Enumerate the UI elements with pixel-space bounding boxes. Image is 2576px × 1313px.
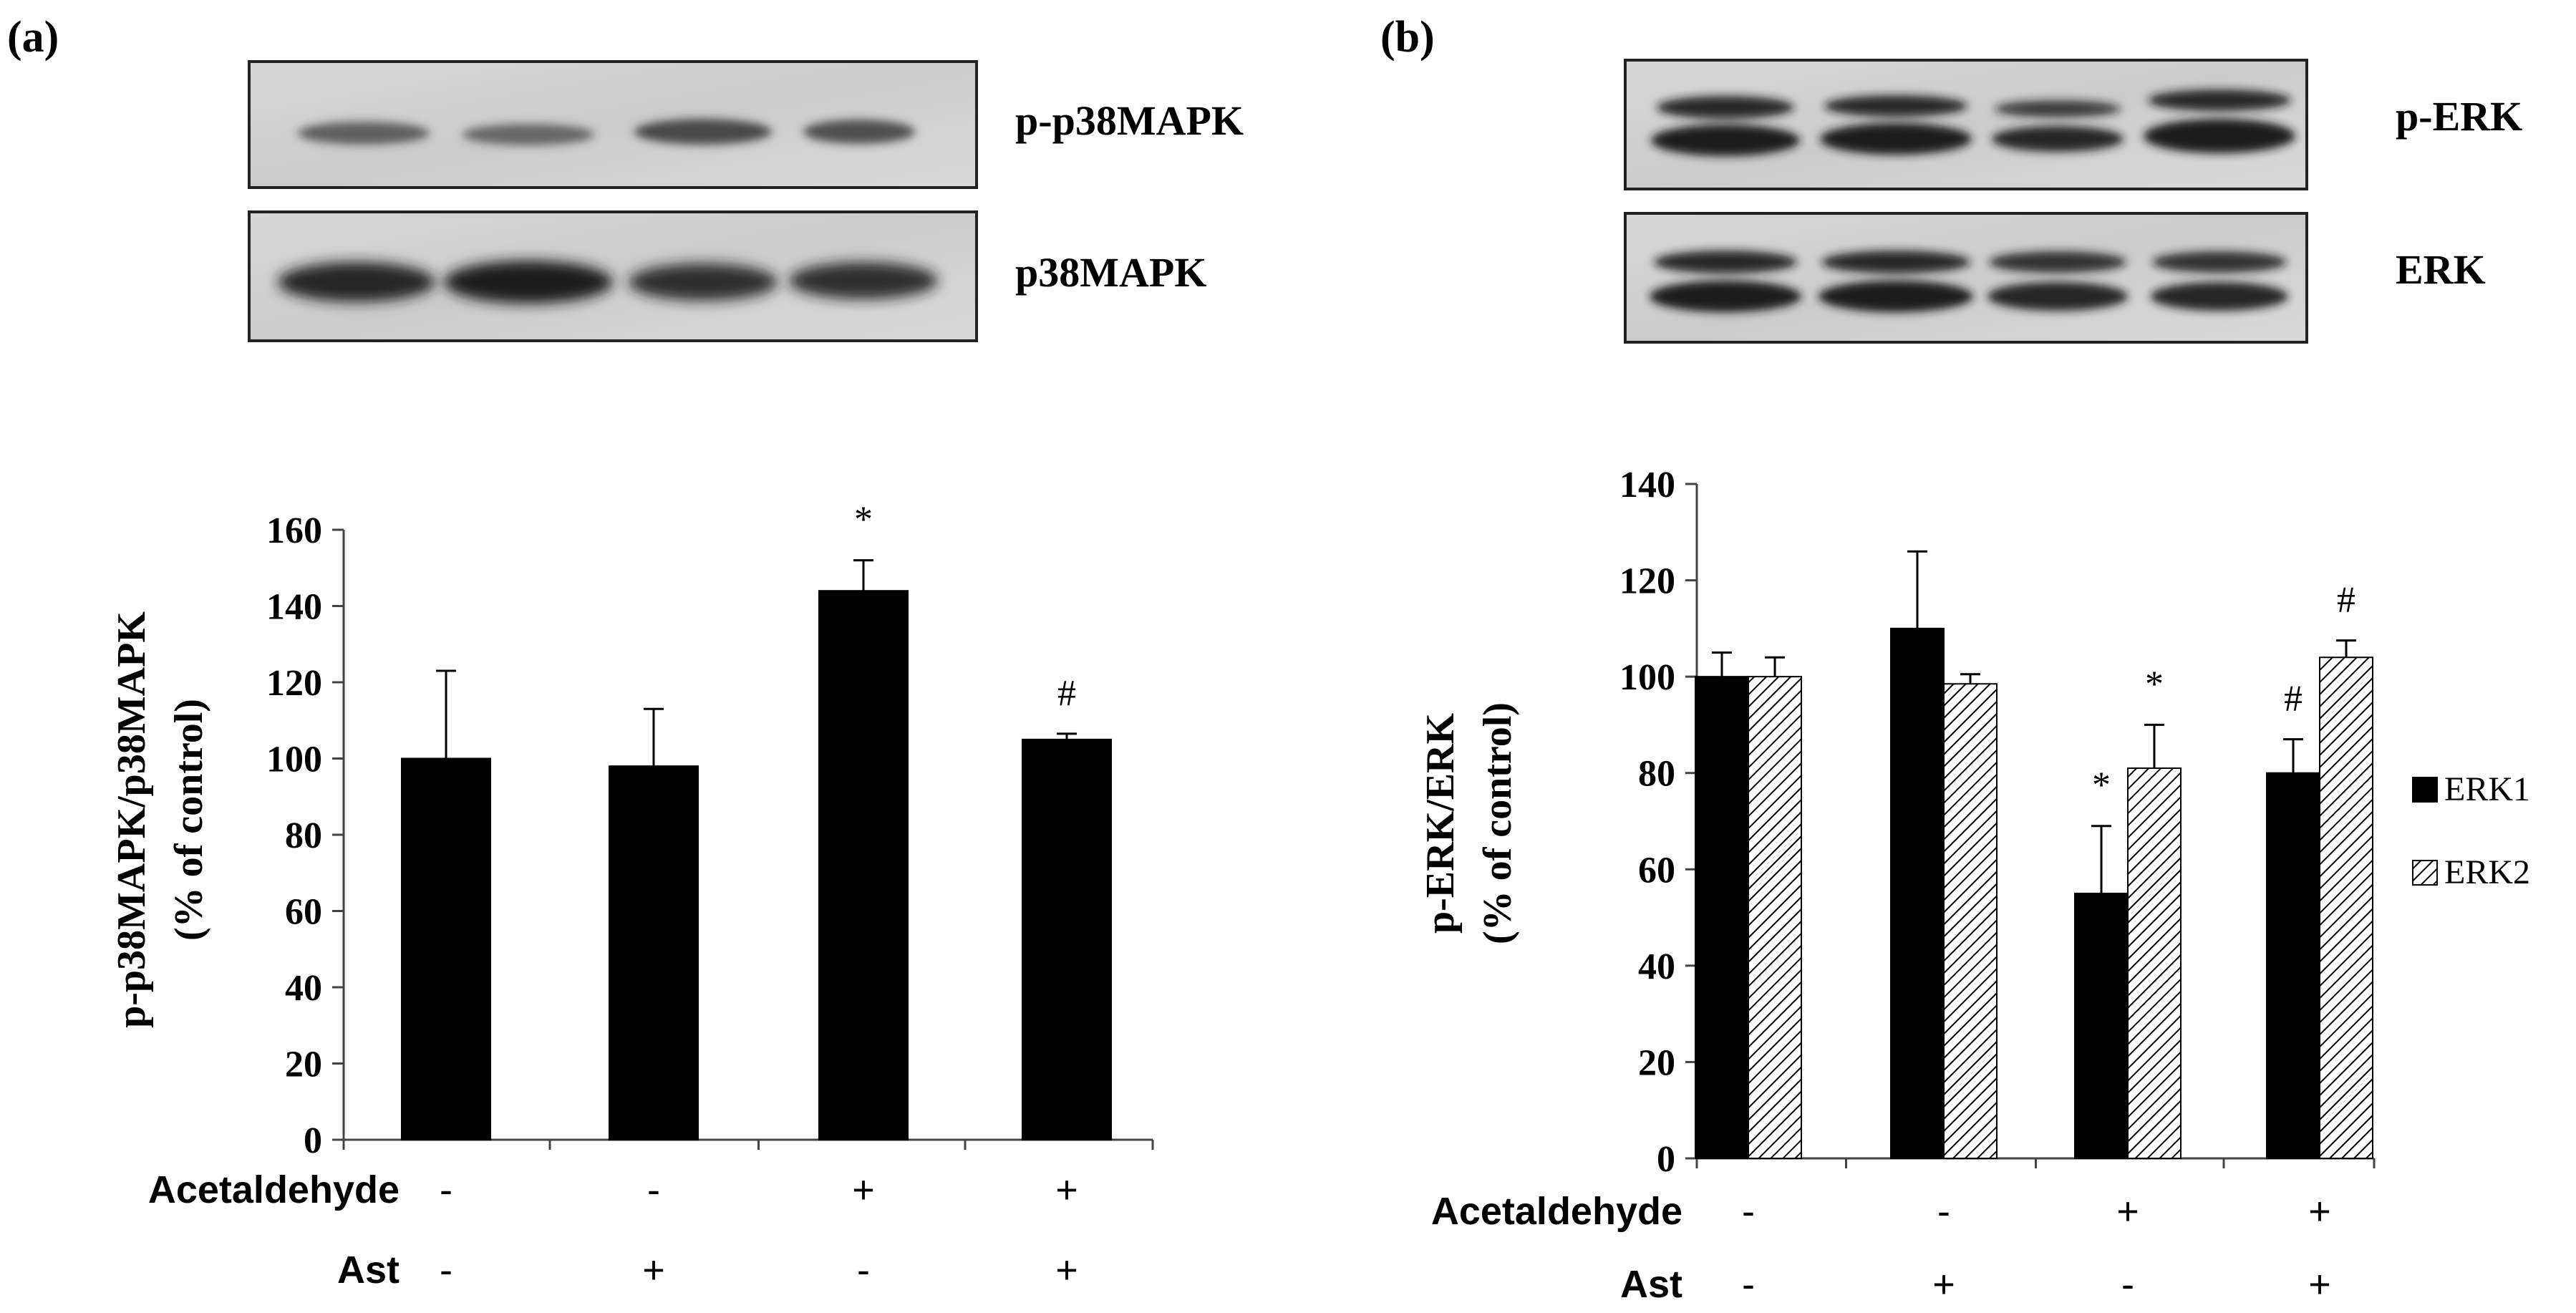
condition-label: Ast xyxy=(337,1249,400,1292)
y-tick-label: 60 xyxy=(1638,850,1675,891)
bar xyxy=(2074,892,2129,1160)
condition-label: Acetaldehyde xyxy=(1431,1190,1682,1233)
condition-value: - xyxy=(1742,1263,1755,1306)
significance-mark: * xyxy=(854,500,873,541)
blot-b-top xyxy=(1624,59,2308,190)
condition-value: - xyxy=(857,1249,870,1292)
condition-value: - xyxy=(1937,1190,1950,1233)
y-tick-label: 100 xyxy=(1619,657,1675,698)
blot-label-erk: ERK xyxy=(2396,246,2486,293)
panel-b-label: (b) xyxy=(1380,13,1435,62)
bar xyxy=(1748,676,1802,1159)
bar xyxy=(818,590,909,1140)
bar xyxy=(609,765,699,1140)
legend-label: ERK2 xyxy=(2444,853,2530,891)
y-axis-label-sub: (% of control) xyxy=(1476,702,1520,944)
significance-mark: # xyxy=(1057,673,1076,714)
y-tick-label: 120 xyxy=(266,663,322,704)
y-tick-label: 120 xyxy=(1619,561,1675,602)
bar xyxy=(2127,767,2182,1159)
y-tick-label: 0 xyxy=(1657,1139,1675,1180)
bar xyxy=(2266,772,2320,1159)
y-tick-label: 100 xyxy=(266,740,322,780)
condition-value: + xyxy=(1932,1263,1955,1306)
condition-value: + xyxy=(852,1168,875,1211)
blot-label-p-erk: p-ERK xyxy=(2396,93,2522,140)
y-tick-label: 20 xyxy=(1638,1042,1675,1083)
condition-label: Ast xyxy=(1620,1263,1682,1306)
condition-label: Acetaldehyde xyxy=(148,1168,400,1211)
chart-b: 0 20 40 60 80 100 120 140 * # * # p-ERK/ERK (% of con… xyxy=(1418,465,2530,1306)
y-tick-label: 40 xyxy=(285,968,322,1009)
condition-value: + xyxy=(1055,1249,1078,1292)
bar xyxy=(2319,656,2373,1159)
y-tick-label: 80 xyxy=(285,815,322,856)
condition-value: - xyxy=(1742,1190,1755,1233)
condition-value: - xyxy=(2121,1263,2134,1306)
bar xyxy=(1022,738,1112,1140)
condition-value: - xyxy=(440,1168,452,1211)
condition-value: + xyxy=(642,1249,665,1292)
significance-mark: # xyxy=(2337,580,2355,621)
blot-a-top xyxy=(248,60,978,189)
blot-label-p38mapk: p38MAPK xyxy=(1015,249,1206,296)
legend-swatch xyxy=(2412,777,2438,803)
bar xyxy=(401,757,491,1140)
y-tick-label: 80 xyxy=(1638,754,1675,795)
y-axis-label-sub: (% of control) xyxy=(167,699,211,941)
bar xyxy=(1695,676,1749,1159)
condition-value: + xyxy=(2308,1263,2331,1306)
condition-value: - xyxy=(647,1168,660,1211)
condition-value: - xyxy=(440,1249,452,1292)
y-tick-label: 60 xyxy=(285,892,322,933)
chart-a: 0 20 40 60 80 100 120 140 160 * # p-p38MAPK/p38MAPK… xyxy=(110,500,1154,1292)
significance-mark: * xyxy=(2145,664,2164,704)
blot-b-bottom xyxy=(1624,212,2308,344)
legend-label: ERK1 xyxy=(2444,770,2530,808)
y-tick-label: 160 xyxy=(266,510,322,551)
condition-value: + xyxy=(1055,1168,1078,1211)
y-tick-label: 140 xyxy=(266,587,322,628)
blot-a-bottom xyxy=(248,210,978,342)
y-tick-label: 40 xyxy=(1638,946,1675,987)
condition-value: + xyxy=(2308,1190,2331,1233)
blot-label-p-p38mapk: p-p38MAPK xyxy=(1015,97,1244,144)
panel-a-label: (a) xyxy=(7,13,59,62)
y-tick-label: 20 xyxy=(285,1045,322,1085)
significance-mark: * xyxy=(2092,765,2111,806)
bar xyxy=(1890,627,1945,1159)
legend-swatch xyxy=(2412,860,2438,886)
significance-mark: # xyxy=(2284,679,2303,720)
y-tick-label: 0 xyxy=(304,1120,322,1161)
y-axis-label: p-ERK/ERK xyxy=(1418,713,1463,934)
condition-value: + xyxy=(2116,1190,2139,1233)
bar xyxy=(1943,683,1998,1159)
y-tick-label: 140 xyxy=(1619,465,1675,505)
y-axis-label: p-p38MAPK/p38MAPK xyxy=(110,611,154,1028)
